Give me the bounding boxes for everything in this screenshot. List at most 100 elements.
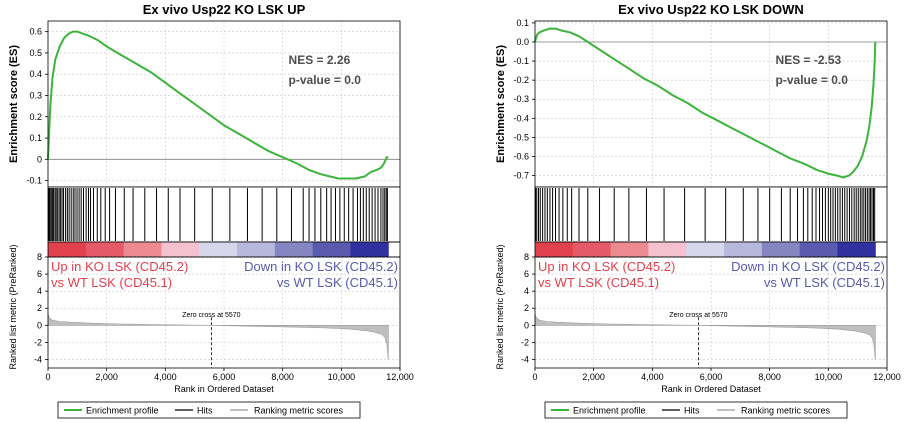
- y-tick-label: 0: [37, 320, 42, 330]
- y-tick-label: -4: [34, 354, 42, 364]
- y-tick-label: -0.1: [513, 56, 529, 66]
- y-tick-label: 2: [37, 303, 42, 313]
- y-tick-label: 2: [524, 303, 529, 313]
- y-tick-label: -0.7: [513, 171, 529, 181]
- band-segment: [837, 242, 876, 257]
- x-tick-label: 10,000: [815, 372, 843, 382]
- pvalue-label: p-value = 0.0: [776, 73, 849, 87]
- y-tick-label: 6: [37, 269, 42, 279]
- down-label-line2: vs WT LSK (CD45.1): [277, 275, 398, 290]
- down-label-line2: vs WT LSK (CD45.1): [764, 275, 885, 290]
- y-tick-label: -2: [521, 337, 529, 347]
- legend-es-label: Enrichment profile: [86, 406, 159, 416]
- zero-cross-label: Zero cross at 5570: [669, 312, 727, 319]
- x-tick-label: 8,000: [758, 372, 781, 382]
- band-segment: [48, 242, 87, 257]
- ranking-metric-area: [534, 313, 876, 360]
- legend-frame: [57, 401, 361, 419]
- zero-cross-label: Zero cross at 5570: [182, 312, 240, 319]
- band-segment: [535, 242, 574, 257]
- ranking-metric-area: [47, 313, 389, 360]
- legend-hits-label: Hits: [684, 406, 700, 416]
- y-tick-label: 0.5: [29, 48, 42, 58]
- x-tick-label: 2,000: [95, 372, 118, 382]
- x-tick-label: 12,000: [386, 372, 414, 382]
- y-tick-label: 8: [524, 252, 529, 262]
- down-label-line1: Down in KO LSK (CD45.2): [731, 259, 885, 274]
- y-tick-label: -0.4: [513, 113, 529, 123]
- y-tick-label: 0.0: [516, 37, 529, 47]
- pvalue-label: p-value = 0.0: [289, 73, 362, 87]
- legend-es-label: Enrichment profile: [573, 406, 646, 416]
- nes-label: NES = -2.53: [776, 53, 842, 67]
- legend-metric-label: Ranking metric scores: [741, 406, 831, 416]
- rank-color-band: [47, 241, 401, 258]
- band-segment: [85, 242, 125, 257]
- metric-axis-label: Ranked list metric (PreRanked): [8, 244, 18, 369]
- y-tick-label: -2: [34, 337, 42, 347]
- metric-axis-label: Ranked list metric (PreRanked): [495, 244, 505, 369]
- es-axis-label: Enrichment score (ES): [495, 45, 507, 163]
- y-tick-label: 8: [37, 252, 42, 262]
- y-tick-label: -0.2: [513, 75, 529, 85]
- gsea-panel-1: Ex vivo Usp22 KO LSK UP0.60.50.40.30.20.…: [8, 2, 414, 419]
- band-segment: [572, 242, 612, 257]
- hits-plot: [47, 186, 401, 243]
- y-tick-label: 0.1: [516, 18, 529, 28]
- es-plot: 0.1 0.0 -0.1 -0.2 -0.3 -0.4 -0.5 -0.6 -0.7 NES = …: [495, 18, 888, 188]
- y-tick-label: -0.3: [513, 94, 529, 104]
- up-label-line2: vs WT LSK (CD45.1): [538, 275, 659, 290]
- enrichment-profile-line: [47, 30, 389, 180]
- legend-metric-label: Ranking metric scores: [254, 406, 344, 416]
- y-tick-label: 0.2: [29, 112, 42, 122]
- band-segment: [123, 242, 162, 257]
- y-tick-label: -4: [521, 354, 529, 364]
- band-segment: [312, 242, 351, 257]
- chart-title: Ex vivo Usp22 KO LSK DOWN: [618, 2, 804, 17]
- up-label-line2: vs WT LSK (CD45.1): [51, 275, 172, 290]
- chart-title: Ex vivo Usp22 KO LSK UP: [143, 2, 306, 17]
- legend: Enrichment profile Hits Ranking metric sco…: [57, 401, 361, 419]
- x-tick-label: 2,000: [582, 372, 605, 382]
- band-segment: [686, 242, 725, 257]
- y-tick-label: 6: [524, 269, 529, 279]
- band-segment: [274, 242, 314, 257]
- legend: Enrichment profile Hits Ranking metric sco…: [544, 401, 848, 419]
- y-tick-label: 0: [37, 154, 42, 164]
- x-tick-label: 10,000: [328, 372, 356, 382]
- y-tick-label: 0.4: [29, 69, 42, 79]
- y-tick-label: 0.3: [29, 90, 42, 100]
- metric-plot: 8 6 4 2 0 -2 -4 Zero cross at 5570 Up in KO LSK …: [495, 244, 888, 370]
- es-plot: 0.6 0.5 0.4 0.3 0.2 0.1 0 -0.1 NES = 2.26 p-value…: [8, 20, 401, 188]
- x-tick-label: 6,000: [213, 372, 236, 382]
- y-tick-label: -0.1: [26, 176, 42, 186]
- y-tick-label: -0.5: [513, 132, 529, 142]
- metric-plot: 8 6 4 2 0 -2 -4 Zero cross at 5570 Up in KO LSK …: [8, 244, 401, 370]
- x-tick-label: 8,000: [271, 372, 294, 382]
- y-tick-label: 0.6: [29, 27, 42, 37]
- x-tick-label: 0: [45, 372, 50, 382]
- up-label-line1: Up in KO LSK (CD45.2): [538, 259, 675, 274]
- rank-color-band: [534, 241, 888, 258]
- es-axis-label: Enrichment score (ES): [8, 45, 20, 163]
- band-segment: [761, 242, 801, 257]
- x-tick-label: 4,000: [641, 372, 664, 382]
- legend-frame: [544, 401, 848, 419]
- nes-label: NES = 2.26: [289, 53, 351, 67]
- x-tick-label: 0: [532, 372, 537, 382]
- y-tick-label: 0: [524, 320, 529, 330]
- band-segment: [799, 242, 838, 257]
- band-segment: [610, 242, 649, 257]
- y-tick-label: -0.6: [513, 151, 529, 161]
- band-segment: [199, 242, 238, 257]
- x-tick-label: 6,000: [700, 372, 723, 382]
- band-segment: [724, 242, 763, 257]
- x-axis-label: Rank in Ordered Dataset: [174, 384, 274, 394]
- band-segment: [237, 242, 276, 257]
- down-label-line1: Down in KO LSK (CD45.2): [244, 259, 398, 274]
- x-axis-label: Rank in Ordered Dataset: [661, 384, 761, 394]
- band-segment: [648, 242, 687, 257]
- gsea-panel-2: Ex vivo Usp22 KO LSK DOWN 0.1 0.0 -0.1 -0.2 -…: [495, 2, 901, 419]
- up-label-line1: Up in KO LSK (CD45.2): [51, 259, 188, 274]
